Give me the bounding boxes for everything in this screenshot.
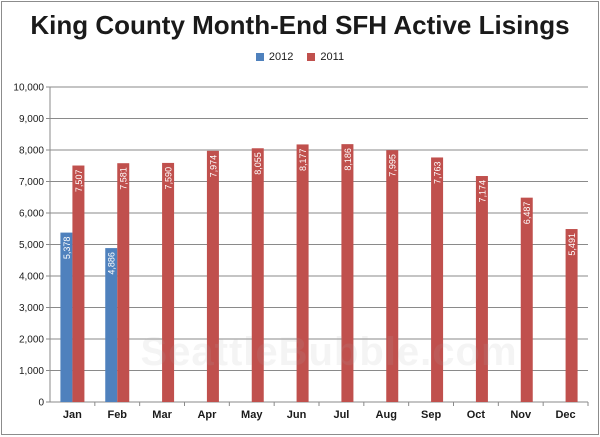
- y-tick-label: 6,000: [19, 209, 44, 220]
- data-label-2012-feb: 4,886: [107, 252, 117, 275]
- data-label-2011-apr: 7,974: [208, 155, 218, 178]
- bar-2011-dec: [565, 229, 578, 402]
- bar-2011-jan: [72, 165, 85, 402]
- y-tick-label: 5,000: [19, 240, 44, 251]
- data-label-2012-jan: 5,378: [62, 237, 72, 260]
- data-label-2011-feb: 7,581: [119, 167, 129, 190]
- bar-2011-nov: [520, 197, 533, 402]
- legend-label-2012: 2012: [268, 51, 294, 63]
- bar-2011-oct: [475, 176, 488, 402]
- bar-2012-jan: [60, 232, 73, 402]
- data-label-2011-jan: 7,507: [74, 170, 84, 193]
- bar-2011-jul: [341, 144, 354, 403]
- bar-2011-feb: [117, 163, 130, 402]
- data-label-2011-jun: 8,177: [298, 148, 308, 171]
- x-tick-label: Feb: [107, 409, 127, 421]
- y-tick-label: 1,000: [19, 366, 44, 377]
- bar-2011-sep: [431, 157, 444, 402]
- bar-2011-aug: [386, 150, 399, 402]
- chart-title: King County Month-End SFH Active Lisings: [30, 10, 570, 40]
- legend-label-2011: 2011: [320, 51, 345, 63]
- data-label-2011-may: 8,055: [253, 152, 263, 175]
- x-tick-label: Nov: [510, 409, 532, 421]
- x-tick-label: Oct: [467, 409, 486, 421]
- y-tick-label: 8,000: [19, 146, 44, 157]
- x-tick-label: Jan: [63, 409, 82, 421]
- x-tick-label: Jun: [287, 409, 307, 421]
- x-tick-label: Apr: [197, 409, 217, 421]
- legend-item-2012: 2012: [255, 51, 294, 63]
- data-label-2011-aug: 7,995: [388, 154, 398, 177]
- y-tick-label: 3,000: [19, 303, 44, 314]
- x-tick-label: Dec: [555, 409, 575, 421]
- x-tick-label: Mar: [152, 409, 172, 421]
- y-tick-label: 0: [38, 398, 44, 409]
- legend-swatch-2011: [307, 53, 316, 61]
- y-tick-label: 4,000: [19, 272, 44, 283]
- data-label-2011-oct: 7,174: [477, 180, 487, 203]
- legend-item-2011: 2011: [307, 51, 344, 63]
- y-tick-label: 7,000: [19, 177, 44, 188]
- y-tick-label: 10,000: [13, 83, 44, 94]
- data-label-2011-nov: 6,487: [522, 202, 532, 225]
- bar-2012-feb: [105, 248, 118, 402]
- data-label-2011-dec: 5,491: [567, 233, 577, 256]
- data-label-2011-jul: 8,186: [343, 148, 353, 171]
- legend-swatch-2012: [255, 53, 264, 61]
- data-label-2011-mar: 7,590: [164, 167, 174, 190]
- chart-legend: 2012 2011: [2, 51, 598, 63]
- x-tick-label: May: [241, 409, 263, 421]
- x-tick-label: Jul: [333, 409, 349, 421]
- bar-2011-may: [251, 148, 264, 402]
- y-tick-label: 2,000: [19, 335, 44, 346]
- bar-2011-mar: [162, 162, 175, 402]
- x-tick-label: Sep: [421, 409, 441, 421]
- data-label-2011-sep: 7,763: [433, 161, 443, 184]
- y-tick-label: 9,000: [19, 114, 44, 125]
- bar-2011-jun: [296, 144, 309, 402]
- x-tick-label: Aug: [376, 409, 397, 421]
- bar-2011-apr: [206, 150, 219, 402]
